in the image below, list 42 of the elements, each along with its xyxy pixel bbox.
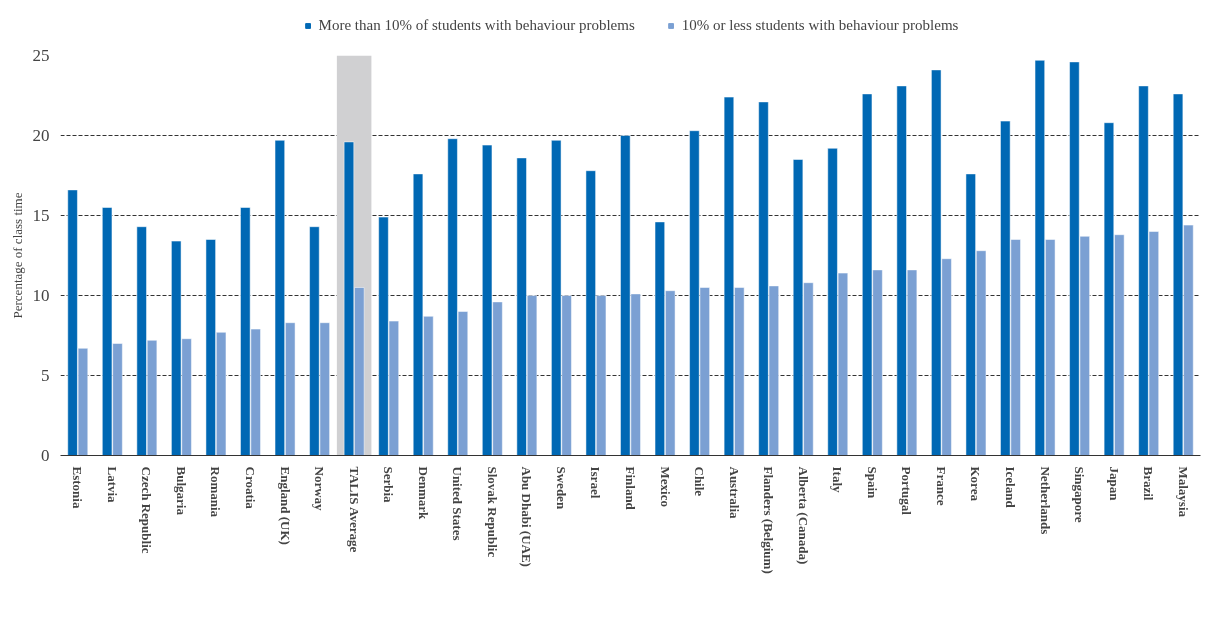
x-tick-label: Netherlands xyxy=(1037,466,1053,535)
legend-label: 10% or less students with behaviour problems xyxy=(681,16,959,34)
y-tick-label: 0 xyxy=(41,446,50,465)
x-tick-label: Latvia xyxy=(104,466,120,504)
x-tick-label: Serbia xyxy=(381,466,397,504)
y-tick-label: 10 xyxy=(32,286,50,305)
x-tick-label: Chile xyxy=(692,466,708,497)
y-tick-label: 5 xyxy=(41,366,50,385)
x-tick-label: Singapore xyxy=(1072,466,1088,523)
x-tick-label: Israel xyxy=(588,466,604,499)
x-tick-label: Romania xyxy=(208,466,224,518)
y-axis-title: Percentage of class time xyxy=(9,192,25,319)
legend-label: More than 10% of students with behaviour problems xyxy=(318,16,635,34)
x-tick-label: Japan xyxy=(1106,466,1122,502)
x-tick-label: Iceland xyxy=(1003,466,1018,509)
y-tick-label: 25 xyxy=(32,46,50,65)
x-tick-label: Denmark xyxy=(415,466,431,520)
x-tick-label: Norway xyxy=(312,466,328,512)
x-tick-label: Slovak Republic xyxy=(484,466,500,558)
x-tick-label: TALIS Average xyxy=(346,466,362,553)
x-tick-label: Italy xyxy=(830,466,846,493)
x-tick-label: Estonia xyxy=(70,466,86,509)
x-tick-label: Czech Republic xyxy=(139,466,155,554)
x-tick-label: Brazil xyxy=(1141,466,1157,501)
x-tick-label: Sweden xyxy=(553,466,569,510)
x-tick-label: Abu Dhabi (UAE) xyxy=(519,466,535,567)
x-tick-label: France xyxy=(933,466,949,506)
x-tick-label: Finland xyxy=(623,466,638,511)
x-tick-label: Alberta (Canada) xyxy=(795,466,811,565)
x-tick-label: Malaysia xyxy=(1175,466,1191,518)
x-tick-label: Croatia xyxy=(243,466,258,510)
x-tick-label: United States xyxy=(450,466,466,541)
x-tick-label: Australia xyxy=(726,466,742,519)
x-tick-label: Spain xyxy=(864,466,880,500)
x-tick-label: Portugal xyxy=(899,466,915,516)
x-tick-label: England (UK) xyxy=(277,466,293,545)
x-tick-label: Mexico xyxy=(657,466,673,507)
y-tick-label: 15 xyxy=(32,206,50,225)
x-tick-label: Flanders (Belgium) xyxy=(761,466,777,574)
x-tick-label: Korea xyxy=(968,466,984,502)
y-tick-label: 20 xyxy=(32,126,50,145)
x-tick-label: Bulgaria xyxy=(173,466,189,516)
